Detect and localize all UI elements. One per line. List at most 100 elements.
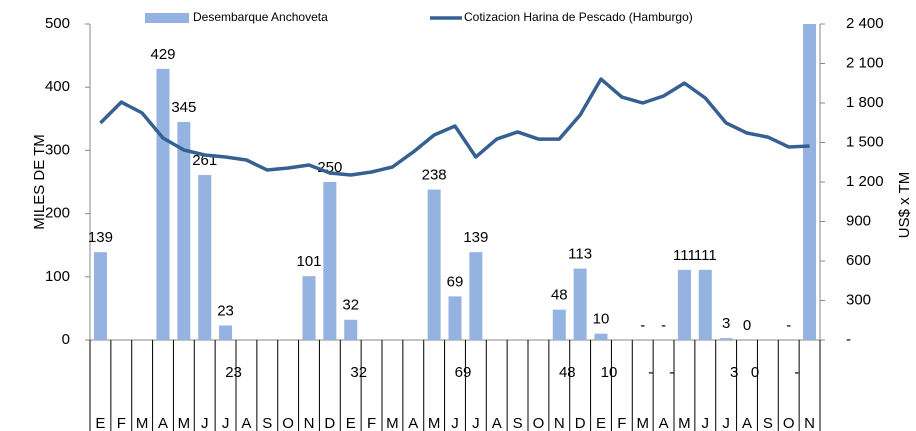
- bar: [469, 252, 483, 340]
- x-tick-label: F: [617, 415, 626, 431]
- legend-label: Cotizacion Harina de Pescado (Hamburgo): [464, 10, 693, 24]
- bar: [552, 309, 566, 340]
- x-tick-label: J: [222, 415, 230, 431]
- table-label: 0: [751, 364, 759, 381]
- y-tick-label: 100: [45, 268, 70, 285]
- table-label: -: [648, 364, 653, 381]
- bar: [698, 269, 712, 340]
- data-label: -: [640, 317, 645, 334]
- y-tick-label: 0: [62, 331, 70, 348]
- x-tick-label: M: [428, 415, 441, 431]
- data-label: 345: [171, 99, 196, 116]
- y-axis-label: MILES DE TM: [31, 134, 48, 230]
- bar: [177, 121, 191, 341]
- y2-tick-label: -: [846, 331, 851, 348]
- line: [99, 77, 810, 177]
- x-tick-label: M: [386, 415, 399, 431]
- y2-tick-label: 2 400: [846, 15, 884, 32]
- x-tick-label: O: [282, 415, 294, 431]
- data-label: 139: [463, 229, 488, 246]
- bar: [344, 319, 358, 340]
- bar: [573, 268, 587, 340]
- x-tick-label: A: [158, 415, 168, 431]
- bar: [803, 24, 817, 340]
- data-label: 139: [88, 229, 113, 246]
- bar: [427, 189, 441, 340]
- data-label: 23: [217, 302, 234, 319]
- x-tick-label: M: [178, 415, 191, 431]
- x-tick-label: M: [678, 415, 691, 431]
- x-tick-label: A: [492, 415, 502, 431]
- x-tick-label: D: [575, 415, 586, 431]
- x-tick-label: J: [451, 415, 459, 431]
- x-tick-label: N: [804, 415, 815, 431]
- y2-tick-label: 2 100: [846, 54, 884, 71]
- x-tick-label: S: [262, 415, 272, 431]
- table-label: 32: [350, 364, 367, 381]
- x-tick-label: A: [742, 415, 752, 431]
- data-label: 32: [342, 297, 359, 314]
- x-tick-label: S: [513, 415, 523, 431]
- data-label: 3: [722, 315, 730, 332]
- bar: [448, 296, 462, 340]
- table-label: -: [794, 364, 799, 381]
- y-tick-label: 200: [45, 205, 70, 222]
- x-tick-label: O: [783, 415, 795, 431]
- x-tick-label: S: [763, 415, 773, 431]
- x-tick-label: J: [201, 415, 209, 431]
- x-tick-label: M: [136, 415, 149, 431]
- x-tick-label: F: [367, 415, 376, 431]
- bar: [719, 338, 733, 340]
- bar: [323, 182, 337, 340]
- x-tick-label: A: [659, 415, 669, 431]
- y2-tick-label: 1 200: [846, 173, 884, 190]
- data-label: 111: [673, 247, 696, 264]
- legend-swatch: [145, 13, 189, 23]
- x-tick-label: J: [702, 415, 710, 431]
- data-label: 113: [568, 246, 592, 263]
- x-tick-label: M: [636, 415, 649, 431]
- x-tick-label: A: [408, 415, 418, 431]
- data-label: 111: [694, 247, 717, 264]
- data-label: -: [786, 317, 791, 334]
- data-label: 48: [551, 287, 568, 304]
- x-tick-label: N: [554, 415, 565, 431]
- legend-label: Desembarque Anchoveta: [193, 10, 328, 24]
- bar: [302, 276, 316, 340]
- bar: [219, 325, 233, 340]
- table-label: 23: [225, 364, 242, 381]
- data-label: -: [661, 317, 666, 334]
- table-label: -: [669, 364, 674, 381]
- y-tick-label: 500: [45, 15, 70, 32]
- y2-axis-label: US$ x TM: [896, 172, 913, 238]
- y-tick-label: 400: [45, 78, 70, 95]
- y-tick-label: 300: [45, 141, 70, 158]
- x-tick-label: J: [472, 415, 480, 431]
- data-label: 238: [422, 167, 447, 184]
- x-tick-label: E: [95, 415, 105, 431]
- x-tick-label: J: [722, 415, 730, 431]
- table-label: 3: [730, 364, 738, 381]
- y2-tick-label: 600: [846, 252, 871, 269]
- table-label: 69: [455, 364, 472, 381]
- table-label: 10: [601, 364, 618, 381]
- y2-tick-label: 1 500: [846, 133, 884, 150]
- x-tick-label: O: [533, 415, 545, 431]
- bar: [198, 175, 212, 340]
- data-label: 101: [296, 253, 321, 270]
- data-label: 69: [447, 273, 464, 290]
- x-tick-label: E: [346, 415, 356, 431]
- x-tick-label: N: [304, 415, 315, 431]
- table-label: 48: [559, 364, 576, 381]
- x-tick-label: E: [596, 415, 606, 431]
- data-label: 429: [150, 46, 175, 63]
- x-tick-label: A: [241, 415, 251, 431]
- bar: [156, 68, 170, 340]
- data-label: 0: [743, 317, 751, 334]
- y2-tick-label: 900: [846, 212, 871, 229]
- bar: [594, 333, 608, 340]
- y2-tick-label: 300: [846, 291, 871, 308]
- bar: [677, 269, 691, 340]
- bar: [93, 252, 107, 340]
